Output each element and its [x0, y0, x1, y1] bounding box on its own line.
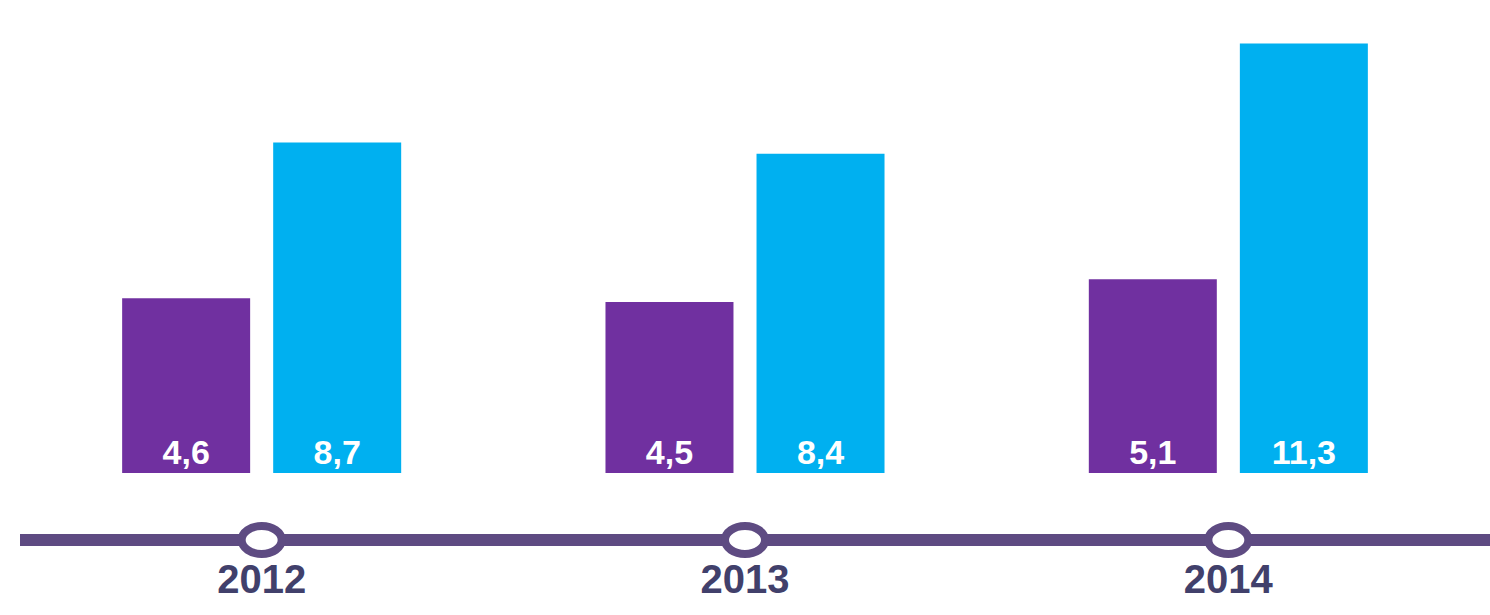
svg-text:11,3: 11,3 — [1272, 433, 1336, 471]
svg-text:5,1: 5,1 — [1129, 433, 1176, 471]
svg-text:2014: 2014 — [1184, 557, 1274, 601]
svg-text:4,6: 4,6 — [163, 433, 210, 471]
svg-text:8,7: 8,7 — [314, 433, 361, 471]
svg-text:2013: 2013 — [701, 557, 790, 601]
svg-text:8,4: 8,4 — [797, 433, 844, 471]
svg-text:2012: 2012 — [217, 557, 306, 601]
svg-text:4,5: 4,5 — [646, 433, 693, 471]
